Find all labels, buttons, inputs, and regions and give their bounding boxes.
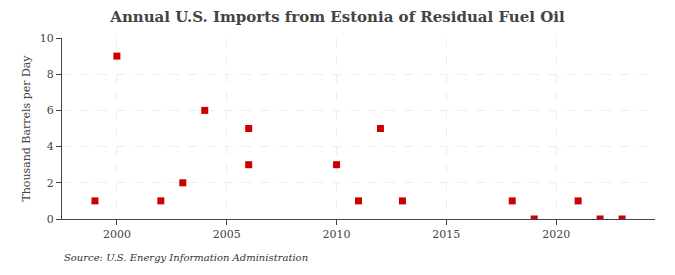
svg-text:0: 0 bbox=[47, 213, 54, 226]
svg-text:Annual U.S. Imports from Eston: Annual U.S. Imports from Estonia of Resi… bbox=[109, 8, 565, 26]
svg-text:2020: 2020 bbox=[542, 228, 570, 241]
svg-text:4: 4 bbox=[47, 140, 54, 153]
svg-text:Thousand Barrels per Day: Thousand Barrels per Day bbox=[20, 55, 33, 202]
svg-text:2: 2 bbox=[47, 177, 54, 190]
svg-text:2000: 2000 bbox=[103, 228, 131, 241]
svg-text:10: 10 bbox=[40, 32, 54, 45]
svg-text:2005: 2005 bbox=[213, 228, 241, 241]
svg-text:6: 6 bbox=[47, 104, 54, 117]
svg-text:2010: 2010 bbox=[323, 228, 351, 241]
svg-text:Source: U.S. Energy Informatio: Source: U.S. Energy Information Administ… bbox=[64, 252, 308, 263]
svg-text:8: 8 bbox=[47, 68, 54, 81]
svg-text:2015: 2015 bbox=[432, 228, 460, 241]
